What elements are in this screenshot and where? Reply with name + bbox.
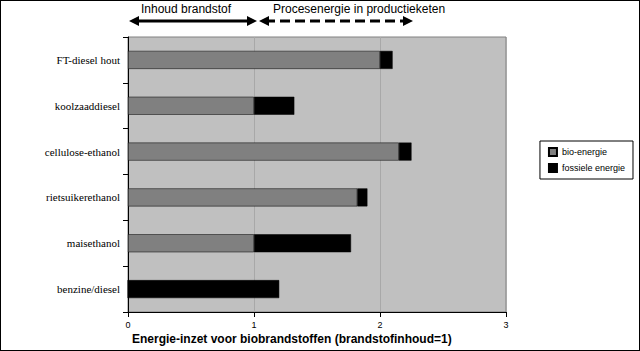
svg-text:rietsuikerethanol: rietsuikerethanol: [46, 191, 120, 203]
svg-text:maisethanol: maisethanol: [67, 237, 120, 249]
svg-text:1: 1: [251, 320, 256, 330]
svg-text:2: 2: [377, 320, 382, 330]
svg-text:Energie-inzet voor biobrandsto: Energie-inzet voor biobrandstoffen (bran…: [132, 332, 452, 346]
svg-text:koolzaaddiesel: koolzaaddiesel: [55, 100, 120, 112]
svg-text:3: 3: [503, 320, 508, 330]
svg-text:0: 0: [125, 320, 130, 330]
svg-text:FT-diesel hout: FT-diesel hout: [57, 54, 120, 66]
svg-text:fossiele energie: fossiele energie: [562, 163, 625, 173]
svg-text:cellulose-ethanol: cellulose-ethanol: [45, 146, 120, 158]
svg-text:benzine/diesel: benzine/diesel: [57, 283, 120, 295]
svg-text:Inhoud brandstof: Inhoud brandstof: [141, 2, 232, 16]
svg-text:Procesenergie in productiekete: Procesenergie in productieketen: [273, 2, 445, 16]
svg-text:bio-energie: bio-energie: [562, 147, 607, 157]
